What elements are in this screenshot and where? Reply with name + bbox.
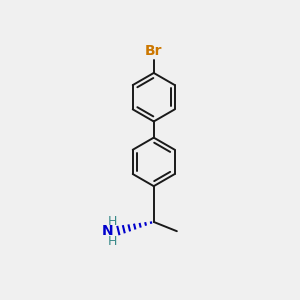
Text: H: H (107, 235, 117, 248)
Text: H: H (107, 215, 117, 228)
Text: N: N (102, 224, 113, 238)
Text: Br: Br (145, 44, 163, 58)
